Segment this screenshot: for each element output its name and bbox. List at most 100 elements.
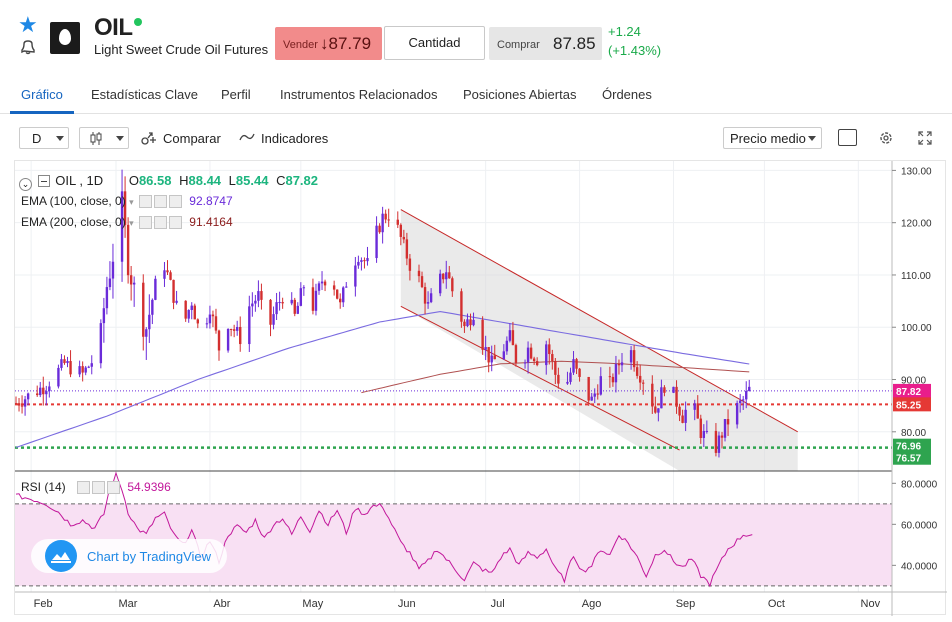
tab-estadisticas-clave[interactable]: Estadísticas Clave — [91, 87, 198, 102]
ema200-value: 91.4164 — [189, 215, 233, 229]
time-tick-label: Jul — [491, 598, 505, 610]
candle-body — [614, 364, 618, 383]
candle-body — [699, 418, 702, 438]
candle-body — [69, 361, 72, 375]
candle-body — [123, 191, 127, 225]
tab-instrumentos-relacionados[interactable]: Instrumentos Relacionados — [280, 87, 438, 102]
tab-perfil[interactable]: Perfil — [221, 87, 251, 102]
chart-type-select[interactable] — [79, 127, 129, 149]
candle-body — [166, 270, 169, 273]
fullscreen-box-icon[interactable] — [838, 129, 857, 146]
favorite-star-icon[interactable]: ★ — [18, 12, 38, 37]
candle-body — [554, 360, 557, 375]
tab-posiciones-abiertas[interactable]: Posiciones Abiertas — [463, 87, 577, 102]
compare-button[interactable]: Comparar — [163, 131, 221, 146]
interval-select[interactable]: D — [19, 127, 69, 149]
time-tick-label: Feb — [34, 598, 53, 610]
rsi-tick-label: 80.0000 — [901, 479, 938, 490]
eye-icon[interactable] — [138, 195, 152, 209]
live-status-dot — [134, 18, 142, 26]
candle-body — [678, 406, 681, 416]
settings-icon[interactable] — [153, 216, 167, 230]
close-icon[interactable] — [168, 195, 182, 209]
price-chart-svg[interactable]: 130.00 120.00 110.00 100.00 90.00 80.00 80.00… — [14, 161, 947, 616]
quantity-input[interactable]: Cantidad — [384, 26, 485, 60]
candle-body — [442, 273, 445, 280]
candle-body — [723, 419, 727, 438]
settings-icon[interactable] — [92, 481, 106, 495]
chevron-down-icon[interactable]: ▾ — [129, 218, 134, 228]
candle-body — [148, 314, 151, 330]
candle-body — [317, 283, 321, 291]
candle-body — [172, 279, 175, 303]
rsi-value: 54.9396 — [127, 480, 171, 494]
candle-body — [111, 261, 115, 279]
chevron-down-icon — [56, 136, 64, 141]
candle-body — [272, 314, 275, 325]
indicators-button[interactable]: Indicadores — [261, 131, 329, 146]
candle-body — [102, 308, 106, 324]
rsi-legend: RSI (14) 54.9396 — [21, 480, 171, 495]
candle-body — [705, 430, 709, 432]
candle-body — [481, 319, 484, 350]
candle-body — [714, 430, 718, 453]
candle-body — [257, 291, 260, 301]
time-axis: Feb Mar Abr May Jun Jul Ago Sep Oct Nov — [34, 598, 881, 610]
indicators-icon[interactable] — [239, 132, 255, 142]
compare-icon[interactable] — [140, 130, 158, 146]
chevron-down-icon[interactable]: ▾ — [129, 197, 134, 207]
candle-body — [90, 363, 93, 367]
low-label: L — [228, 173, 236, 188]
candle-body — [566, 381, 569, 384]
low-price-tag: 76.57 — [896, 454, 921, 465]
gear-icon[interactable] — [878, 130, 894, 146]
price-tick-label: 80.00 — [901, 428, 926, 439]
candle-body — [529, 347, 533, 359]
candle-body — [63, 359, 66, 364]
hide-series-icon[interactable] — [37, 175, 50, 187]
ema100-line — [15, 311, 750, 449]
collapse-chevron-icon[interactable]: ⌄ — [19, 178, 32, 191]
candle-body — [684, 409, 687, 423]
green-line-tag: 76.96 — [896, 442, 921, 453]
candle-body — [451, 278, 454, 292]
price-type-select[interactable]: Precio medio — [723, 127, 822, 149]
candle-body — [278, 302, 281, 304]
close-icon[interactable] — [107, 481, 121, 495]
candle-body — [660, 387, 663, 409]
candle-body — [693, 403, 696, 410]
tab-grafico[interactable]: Gráfico — [21, 87, 63, 102]
candle-body — [14, 403, 18, 405]
settings-icon[interactable] — [153, 195, 167, 209]
tradingview-badge[interactable]: Chart by TradingView — [31, 539, 227, 573]
instrument-full-name: Light Sweet Crude Oil Futures — [94, 42, 269, 57]
close-icon[interactable] — [168, 216, 182, 230]
candle-body — [593, 393, 596, 397]
candle-body — [663, 387, 666, 393]
price-axis: 130.00 120.00 110.00 100.00 90.00 80.00 — [892, 166, 932, 439]
bell-alert-icon[interactable] — [19, 39, 37, 55]
channel-upper-line — [400, 209, 798, 433]
sell-button[interactable]: Vender ↓87.79 — [275, 27, 382, 60]
eye-icon[interactable] — [138, 216, 152, 230]
eye-icon[interactable] — [77, 481, 91, 495]
ema100-legend: EMA (100, close, 0) ▾ 92.8747 — [21, 194, 233, 209]
candle-body — [84, 367, 87, 373]
expand-icon[interactable] — [918, 131, 932, 145]
candle-body — [508, 330, 512, 341]
interval-value: D — [32, 131, 42, 146]
candle-body — [366, 258, 369, 262]
candle-body — [20, 405, 24, 407]
chart-container[interactable]: 130.00 120.00 110.00 100.00 90.00 80.00 80.00… — [14, 160, 947, 616]
rsi-axis: 80.0000 60.0000 40.0000 — [892, 479, 938, 572]
candle-body — [23, 399, 27, 407]
tab-ordenes[interactable]: Órdenes — [602, 87, 652, 102]
price-type-value: Precio medio — [730, 131, 806, 146]
buy-button[interactable]: Comprar 87.85 — [489, 27, 602, 60]
buy-price: 87.85 — [553, 34, 596, 53]
candle-body — [354, 265, 357, 287]
candle-body — [487, 347, 490, 363]
change-absolute: +1.24 — [608, 24, 641, 39]
candle-body — [638, 375, 642, 383]
candle-body — [620, 362, 624, 366]
